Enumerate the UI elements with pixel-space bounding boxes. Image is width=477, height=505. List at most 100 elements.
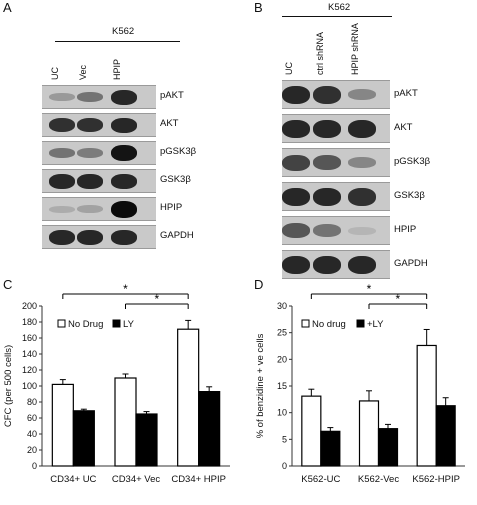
blot-label: AKT	[394, 121, 413, 133]
group-bracket-a	[55, 41, 180, 42]
blot-band	[77, 230, 103, 245]
legend-swatch	[356, 319, 365, 328]
x-tick-label: CD34+ HPIP	[171, 474, 226, 485]
blot-strip	[42, 197, 156, 221]
y-tick-label: 100	[22, 381, 37, 391]
blot-band	[111, 118, 137, 133]
blot-strip	[42, 225, 156, 249]
blot-label: pGSK3β	[394, 155, 431, 167]
blot-label: HPIP	[160, 202, 183, 213]
group-label-a: K562	[112, 26, 135, 37]
panel-letter-c: C	[3, 277, 13, 292]
legend-swatch	[301, 319, 310, 328]
blot-strip	[282, 216, 390, 245]
y-tick-label: 140	[22, 349, 37, 359]
blot-band	[111, 145, 137, 161]
blot-band	[111, 230, 137, 245]
significance-star: *	[367, 282, 372, 296]
blot-strip	[282, 114, 390, 143]
blot-band	[77, 174, 103, 189]
blot-band	[348, 227, 376, 235]
bar	[358, 400, 380, 467]
lane-label: ctrl shRNA	[315, 31, 325, 75]
blot-band	[348, 188, 376, 206]
bar	[435, 405, 456, 467]
blot-band	[313, 155, 341, 170]
lane-label: Vec	[78, 64, 88, 80]
blot-band	[348, 256, 376, 274]
blot-band	[49, 148, 75, 158]
blot-band	[282, 256, 310, 274]
bar	[416, 344, 437, 467]
x-tick-label: K562-HPIP	[412, 474, 460, 485]
blot-band	[282, 188, 310, 206]
blot-band	[313, 256, 341, 274]
blot-band	[313, 120, 341, 138]
blot-band	[348, 157, 376, 168]
blot-band	[313, 188, 341, 206]
lane-label: HPIP shRNA	[350, 23, 360, 75]
blot-strip	[282, 250, 390, 279]
lane-label: HPIP	[112, 58, 122, 80]
bar	[177, 328, 200, 467]
x-tick-label: K562-UC	[301, 474, 340, 485]
bar	[301, 395, 322, 467]
blot-strip	[42, 113, 156, 137]
group-label-b: K562	[328, 2, 351, 13]
blot-band	[111, 174, 137, 189]
blot-label: GAPDH	[394, 257, 428, 269]
blot-label: GSK3β	[394, 189, 425, 201]
y-tick-label: 60	[27, 413, 37, 423]
panel-letter-d: D	[254, 277, 264, 292]
chart-d: 0 5 10 15 20 25 30 % of benzidine + ve cells K56…	[255, 282, 465, 485]
x-tick-label: K562-Vec	[358, 474, 399, 485]
y-tick-label: 20	[27, 445, 37, 455]
y-tick-label: 180	[22, 317, 37, 327]
blot-label: GSK3β	[160, 174, 191, 185]
blot-band	[282, 120, 310, 138]
blot-strip	[42, 85, 156, 109]
blot-label: pAKT	[160, 90, 184, 101]
blot-band	[77, 92, 103, 102]
legend-swatch	[57, 319, 66, 328]
blot-band	[282, 86, 310, 104]
bar	[114, 377, 137, 467]
blot-band	[282, 155, 310, 171]
x-tick-label: CD34+ UC	[50, 474, 96, 485]
panel-letter-b: B	[254, 0, 263, 15]
legend-label: LY	[123, 319, 135, 330]
bar	[198, 390, 221, 467]
blot-band	[348, 120, 376, 138]
blot-strip	[282, 80, 390, 109]
legend-swatch	[112, 319, 121, 328]
chart-c: 0 20 40 60 80 100 120 140 160 180 200 CFC (per 500 …	[3, 282, 230, 485]
blot-band	[77, 205, 103, 213]
legend-label: No Drug	[68, 319, 103, 330]
significance-star: *	[123, 282, 128, 296]
blot-band	[77, 118, 103, 132]
blot-label: pAKT	[394, 87, 418, 99]
bar	[51, 383, 74, 467]
blot-label: GAPDH	[160, 230, 194, 241]
y-tick-label: 80	[27, 397, 37, 407]
y-tick-label: 40	[27, 429, 37, 439]
significance-star: *	[154, 292, 159, 306]
blot-label: AKT	[160, 118, 179, 129]
y-tick-label: 0	[32, 461, 37, 471]
bar	[377, 428, 399, 467]
blot-band	[77, 148, 103, 158]
blot-band	[111, 201, 137, 218]
blot-band	[313, 86, 341, 104]
y-tick-label: 120	[22, 365, 37, 375]
y-tick-label: 10	[277, 408, 287, 418]
panel-letter-a: A	[3, 0, 12, 15]
blot-band	[49, 93, 75, 101]
legend-label: +LY	[367, 319, 384, 330]
blot-strip	[282, 148, 390, 177]
blot-band	[111, 90, 137, 105]
x-tick-label: CD34+ Vec	[112, 474, 161, 485]
blot-label: pGSK3β	[160, 146, 197, 157]
y-tick-label: 15	[277, 381, 287, 391]
blot-strip	[42, 141, 156, 165]
